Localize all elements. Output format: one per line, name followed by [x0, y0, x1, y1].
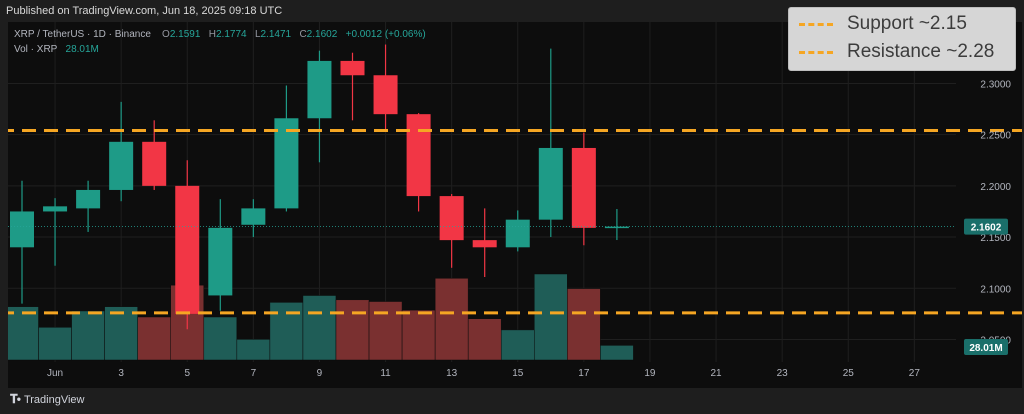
candle-body: [10, 211, 34, 248]
x-tick-label: Jun: [47, 368, 63, 379]
y-tick-label: 2.2000: [980, 182, 1011, 193]
published-text: Published on TradingView.com, Jun 18, 20…: [6, 5, 283, 17]
x-tick-label: 9: [317, 368, 323, 379]
x-tick-label: 23: [777, 368, 789, 379]
candle-body: [274, 118, 299, 209]
volume-bar: [335, 299, 370, 361]
candle-body: [142, 141, 167, 186]
open-value: 2.1591: [169, 29, 201, 40]
candle-body: [472, 240, 497, 248]
volume-bar: [501, 329, 535, 361]
support-legend-label: Support ~2.15: [847, 13, 967, 34]
candlestick-chart[interactable]: 2.30002.25002.20002.15002.10002.05002.16…: [8, 22, 1022, 388]
volume-bar: [467, 318, 502, 361]
levels-legend: Support ~2.15 Resistance ~2.28: [788, 7, 1016, 71]
candle-body: [241, 208, 266, 225]
x-tick-label: 11: [380, 368, 391, 379]
candle-body: [76, 189, 101, 209]
high-label: H: [208, 29, 216, 40]
chart-area[interactable]: 2.30002.25002.20002.15002.10002.05002.16…: [8, 22, 1022, 388]
x-tick-label: 15: [512, 368, 524, 379]
x-tick-label: 25: [843, 368, 855, 379]
footer-brand[interactable]: 𝐓• TradingView: [10, 392, 84, 407]
candle-body: [505, 219, 530, 248]
volume-label: Vol · XRP: [14, 44, 58, 55]
candle-body: [208, 227, 233, 296]
x-tick-label: 17: [578, 368, 590, 379]
volume-value: 28.01M: [65, 44, 99, 55]
x-tick-label: 21: [710, 368, 722, 379]
change-value: +0.0012 (+0.06%): [345, 29, 426, 40]
volume-bar: [434, 278, 469, 361]
x-tick-label: 5: [184, 368, 190, 379]
volume-bar: [401, 309, 436, 361]
y-tick-label: 2.1000: [980, 284, 1011, 295]
volume-bar: [302, 295, 337, 361]
volume-bar: [567, 288, 601, 361]
candle-body: [373, 75, 398, 115]
open-label: O: [162, 29, 170, 40]
close-label: C: [299, 29, 307, 40]
x-tick-label: 3: [118, 368, 124, 379]
candle-body: [307, 60, 332, 119]
x-tick-label: 13: [446, 368, 458, 379]
volume-bar: [38, 327, 72, 361]
tradingview-logo-icon: 𝐓•: [10, 392, 21, 406]
volume-bar: [600, 345, 634, 361]
last-price-badge: [964, 218, 1008, 235]
last-price-label: 2.1602: [971, 223, 1002, 234]
legend-item-resistance: Resistance ~2.28: [799, 40, 994, 64]
volume-bar: [269, 302, 304, 361]
volume-bar: [203, 316, 238, 361]
candle-body: [571, 147, 596, 228]
volume-bar: [104, 306, 138, 361]
candle-body: [43, 206, 68, 212]
candle-body: [604, 226, 629, 229]
y-tick-label: 2.2500: [980, 131, 1011, 142]
volume-badge-label: 28.01M: [969, 343, 1002, 354]
y-tick-label: 2.3000: [980, 79, 1011, 90]
volume-bar: [137, 316, 171, 361]
dashed-line-icon: [799, 22, 833, 26]
candle-body: [175, 185, 200, 314]
y-tick-label: 2.1500: [980, 233, 1011, 244]
legend-item-support: Support ~2.15: [799, 12, 967, 36]
volume-badge: [964, 339, 1008, 355]
low-label: L: [254, 29, 261, 40]
candle-body: [340, 60, 365, 76]
dashed-line-icon: [799, 50, 833, 54]
volume-info-line: Vol · XRP 28.01M: [14, 44, 99, 55]
candle-body: [109, 141, 134, 190]
candle-body: [439, 196, 464, 241]
volume-bar: [368, 301, 403, 361]
symbol-name: XRP / TetherUS · 1D · Binance: [14, 29, 151, 40]
candle-body: [538, 147, 563, 220]
close-value: 2.1602: [306, 29, 338, 40]
x-tick-label: 19: [644, 368, 656, 379]
x-tick-label: 7: [251, 368, 257, 379]
volume-bar: [534, 273, 568, 361]
low-value: 2.1471: [260, 29, 292, 40]
volume-bar: [71, 310, 105, 361]
resistance-legend-label: Resistance ~2.28: [847, 41, 995, 62]
symbol-info-line: XRP / TetherUS · 1D · Binance O2.1591 H2…: [14, 29, 426, 40]
x-tick-label: 27: [909, 368, 921, 379]
brand-name: TradingView: [23, 393, 85, 406]
volume-bar: [236, 339, 271, 361]
volume-bar: [8, 306, 39, 361]
high-value: 2.1774: [216, 29, 247, 40]
candle-body: [406, 114, 431, 197]
